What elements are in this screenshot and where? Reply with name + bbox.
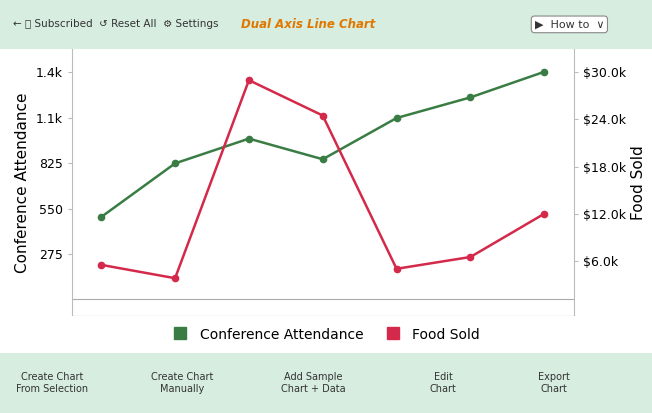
Text: Create Chart
From Selection: Create Chart From Selection (16, 372, 88, 394)
Y-axis label: Food Sold: Food Sold (632, 145, 647, 220)
Y-axis label: Conference Attendance: Conference Attendance (15, 92, 30, 273)
Text: Create Chart
Manually: Create Chart Manually (151, 372, 214, 394)
Legend: Conference Attendance, Food Sold: Conference Attendance, Food Sold (172, 328, 480, 342)
Text: Add Sample
Chart + Data: Add Sample Chart + Data (280, 372, 346, 394)
X-axis label: Years: Years (303, 344, 343, 358)
Text: Export
Chart: Export Chart (539, 372, 570, 394)
Title: Food Sales Analysis: Food Sales Analysis (199, 21, 447, 42)
Text: ← ⓢ Subscribed  ↺ Reset All  ⚙ Settings: ← ⓢ Subscribed ↺ Reset All ⚙ Settings (13, 19, 218, 29)
Text: ▶  How to  ∨: ▶ How to ∨ (535, 19, 604, 29)
Text: Edit
Chart: Edit Chart (430, 372, 457, 394)
Text: Dual Axis Line Chart: Dual Axis Line Chart (241, 18, 376, 31)
